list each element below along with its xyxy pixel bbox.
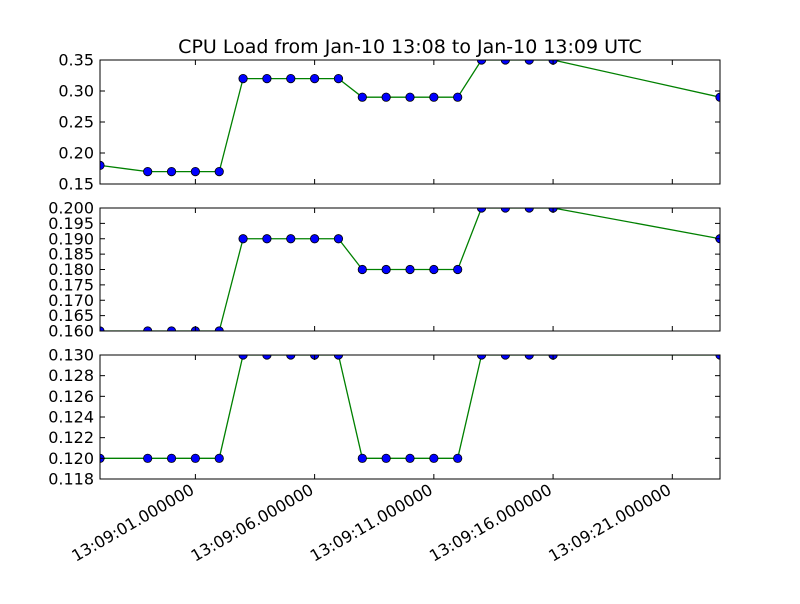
xtick-label: 13:09:16.000000 — [426, 480, 555, 565]
data-point — [524, 60, 534, 65]
data-point — [453, 264, 463, 275]
ytick-label: 0.122 — [48, 428, 94, 447]
data-point — [262, 234, 272, 244]
ytick-label: 0.130 — [48, 346, 94, 365]
data-point — [238, 355, 248, 360]
data-point — [405, 264, 415, 275]
data-point — [500, 355, 510, 360]
data-point — [333, 234, 344, 244]
ytick-label: 0.30 — [58, 82, 94, 101]
series-line-load-1min — [100, 60, 720, 173]
data-point — [286, 74, 296, 84]
data-point — [143, 167, 153, 177]
data-point — [357, 453, 367, 463]
data-point — [405, 92, 415, 102]
data-point — [333, 355, 344, 360]
data-point — [357, 92, 367, 102]
ytick-label: 0.120 — [48, 449, 94, 468]
ytick-label: 0.185 — [48, 245, 94, 264]
ytick-label: 0.15 — [58, 175, 94, 194]
data-point — [143, 453, 153, 463]
ytick-label: 0.170 — [48, 291, 94, 310]
data-point — [238, 234, 248, 244]
ytick-label: 0.118 — [48, 470, 94, 489]
subplot-load-5min: 0.1600.1650.1700.1750.1800.1850.1900.195… — [48, 199, 721, 341]
data-point — [286, 355, 296, 360]
data-point — [476, 60, 487, 65]
data-point — [381, 453, 391, 463]
axes-frame — [99, 59, 721, 185]
ytick-label: 0.190 — [48, 229, 94, 248]
ytick-label: 0.180 — [48, 260, 94, 279]
data-point — [310, 234, 320, 244]
data-point — [190, 453, 200, 463]
ytick-label: 0.20 — [58, 144, 94, 163]
data-point — [262, 355, 272, 360]
data-point — [429, 264, 439, 275]
xtick-label: 13:09:06.000000 — [188, 480, 317, 565]
data-point — [381, 92, 391, 102]
data-point — [429, 453, 439, 463]
ytick-label: 0.126 — [48, 387, 94, 406]
series-line-load-15min — [100, 355, 720, 459]
ytick-label: 0.25 — [58, 113, 94, 132]
ytick-label: 0.165 — [48, 306, 94, 325]
data-point — [381, 264, 391, 275]
xtick-label: 13:09:21.000000 — [545, 480, 674, 565]
data-point — [524, 355, 534, 360]
data-point — [357, 264, 367, 275]
ytick-label: 0.128 — [48, 366, 94, 385]
series-line-load-5min — [100, 208, 720, 331]
data-point — [453, 92, 463, 102]
data-point — [405, 453, 415, 463]
ytick-label: 0.195 — [48, 214, 94, 233]
data-point — [286, 234, 296, 244]
ytick-label: 0.124 — [48, 408, 94, 427]
data-point — [166, 167, 177, 177]
subplot-load-1min: 0.15 0.20 0.25 0.30 0.35 — [58, 51, 721, 194]
data-point — [190, 167, 200, 177]
xtick-label: 13:09:01.000000 — [68, 480, 197, 565]
chart-title: CPU Load from Jan-10 13:08 to Jan-10 13:… — [178, 36, 642, 58]
data-point — [333, 74, 344, 84]
data-point — [214, 453, 224, 463]
data-point — [429, 92, 439, 102]
data-point — [262, 74, 272, 84]
ytick-label: 0.175 — [48, 275, 94, 294]
ytick-label: 0.200 — [48, 199, 94, 218]
data-point — [310, 74, 320, 84]
xtick-label: 13:09:11.000000 — [307, 480, 436, 565]
data-point — [214, 167, 224, 177]
data-point — [453, 453, 463, 463]
data-point — [238, 74, 248, 84]
data-point — [166, 453, 177, 463]
data-point — [476, 355, 487, 360]
ytick-label: 0.35 — [58, 51, 94, 70]
ytick-label: 0.160 — [48, 322, 94, 341]
data-point — [500, 60, 510, 65]
